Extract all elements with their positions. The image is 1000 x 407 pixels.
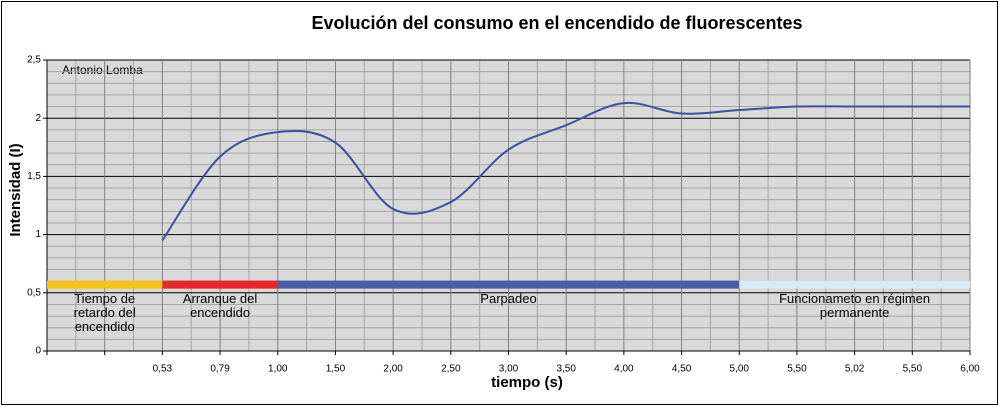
y-axis-label: Intensidad (I)	[7, 143, 24, 236]
y-tick-label: 1	[35, 229, 41, 240]
x-tick-label: 5,02	[845, 364, 865, 375]
x-tick-label: 4,50	[672, 364, 692, 375]
y-tick-label: 2,5	[27, 55, 41, 66]
annotation: Antonio Lomba	[62, 63, 143, 77]
x-tick-label: 2,00	[383, 364, 403, 375]
x-tick-label: 1,00	[268, 364, 288, 375]
x-tick-label: 2,50	[441, 364, 461, 375]
x-tick-label: 3,00	[499, 364, 519, 375]
data-line	[161, 101, 970, 241]
y-tick-label: 1,5	[27, 171, 41, 182]
x-tick-label: 0,53	[153, 364, 173, 375]
chart-title: Evolución del consumo en el encendido de…	[311, 13, 802, 33]
x-tick-label: 1,50	[326, 364, 346, 375]
x-tick-label: 5,50	[787, 364, 807, 375]
phase-label: Arranque del encendido	[182, 290, 258, 320]
phase-label: Tiempo de retardo del encendido	[73, 290, 136, 334]
y-tick-label: 2	[35, 113, 41, 124]
x-tick-label: 6,00	[960, 364, 980, 375]
y-tick-label: 0,5	[27, 287, 41, 298]
x-axis-label: tiempo (s)	[491, 374, 563, 391]
phase-label: Funcionameto en régimen permanente	[779, 290, 931, 320]
x-tick-label: 3,50	[556, 364, 576, 375]
x-tick-label: 5,50	[903, 364, 923, 375]
x-tick-label: 4,00	[614, 364, 634, 375]
x-tick-label: 0,79	[210, 364, 230, 375]
x-tick-label: 5,00	[730, 364, 750, 375]
y-tick-label: 0	[35, 346, 41, 357]
phase-label: Parpadeo	[480, 290, 537, 306]
